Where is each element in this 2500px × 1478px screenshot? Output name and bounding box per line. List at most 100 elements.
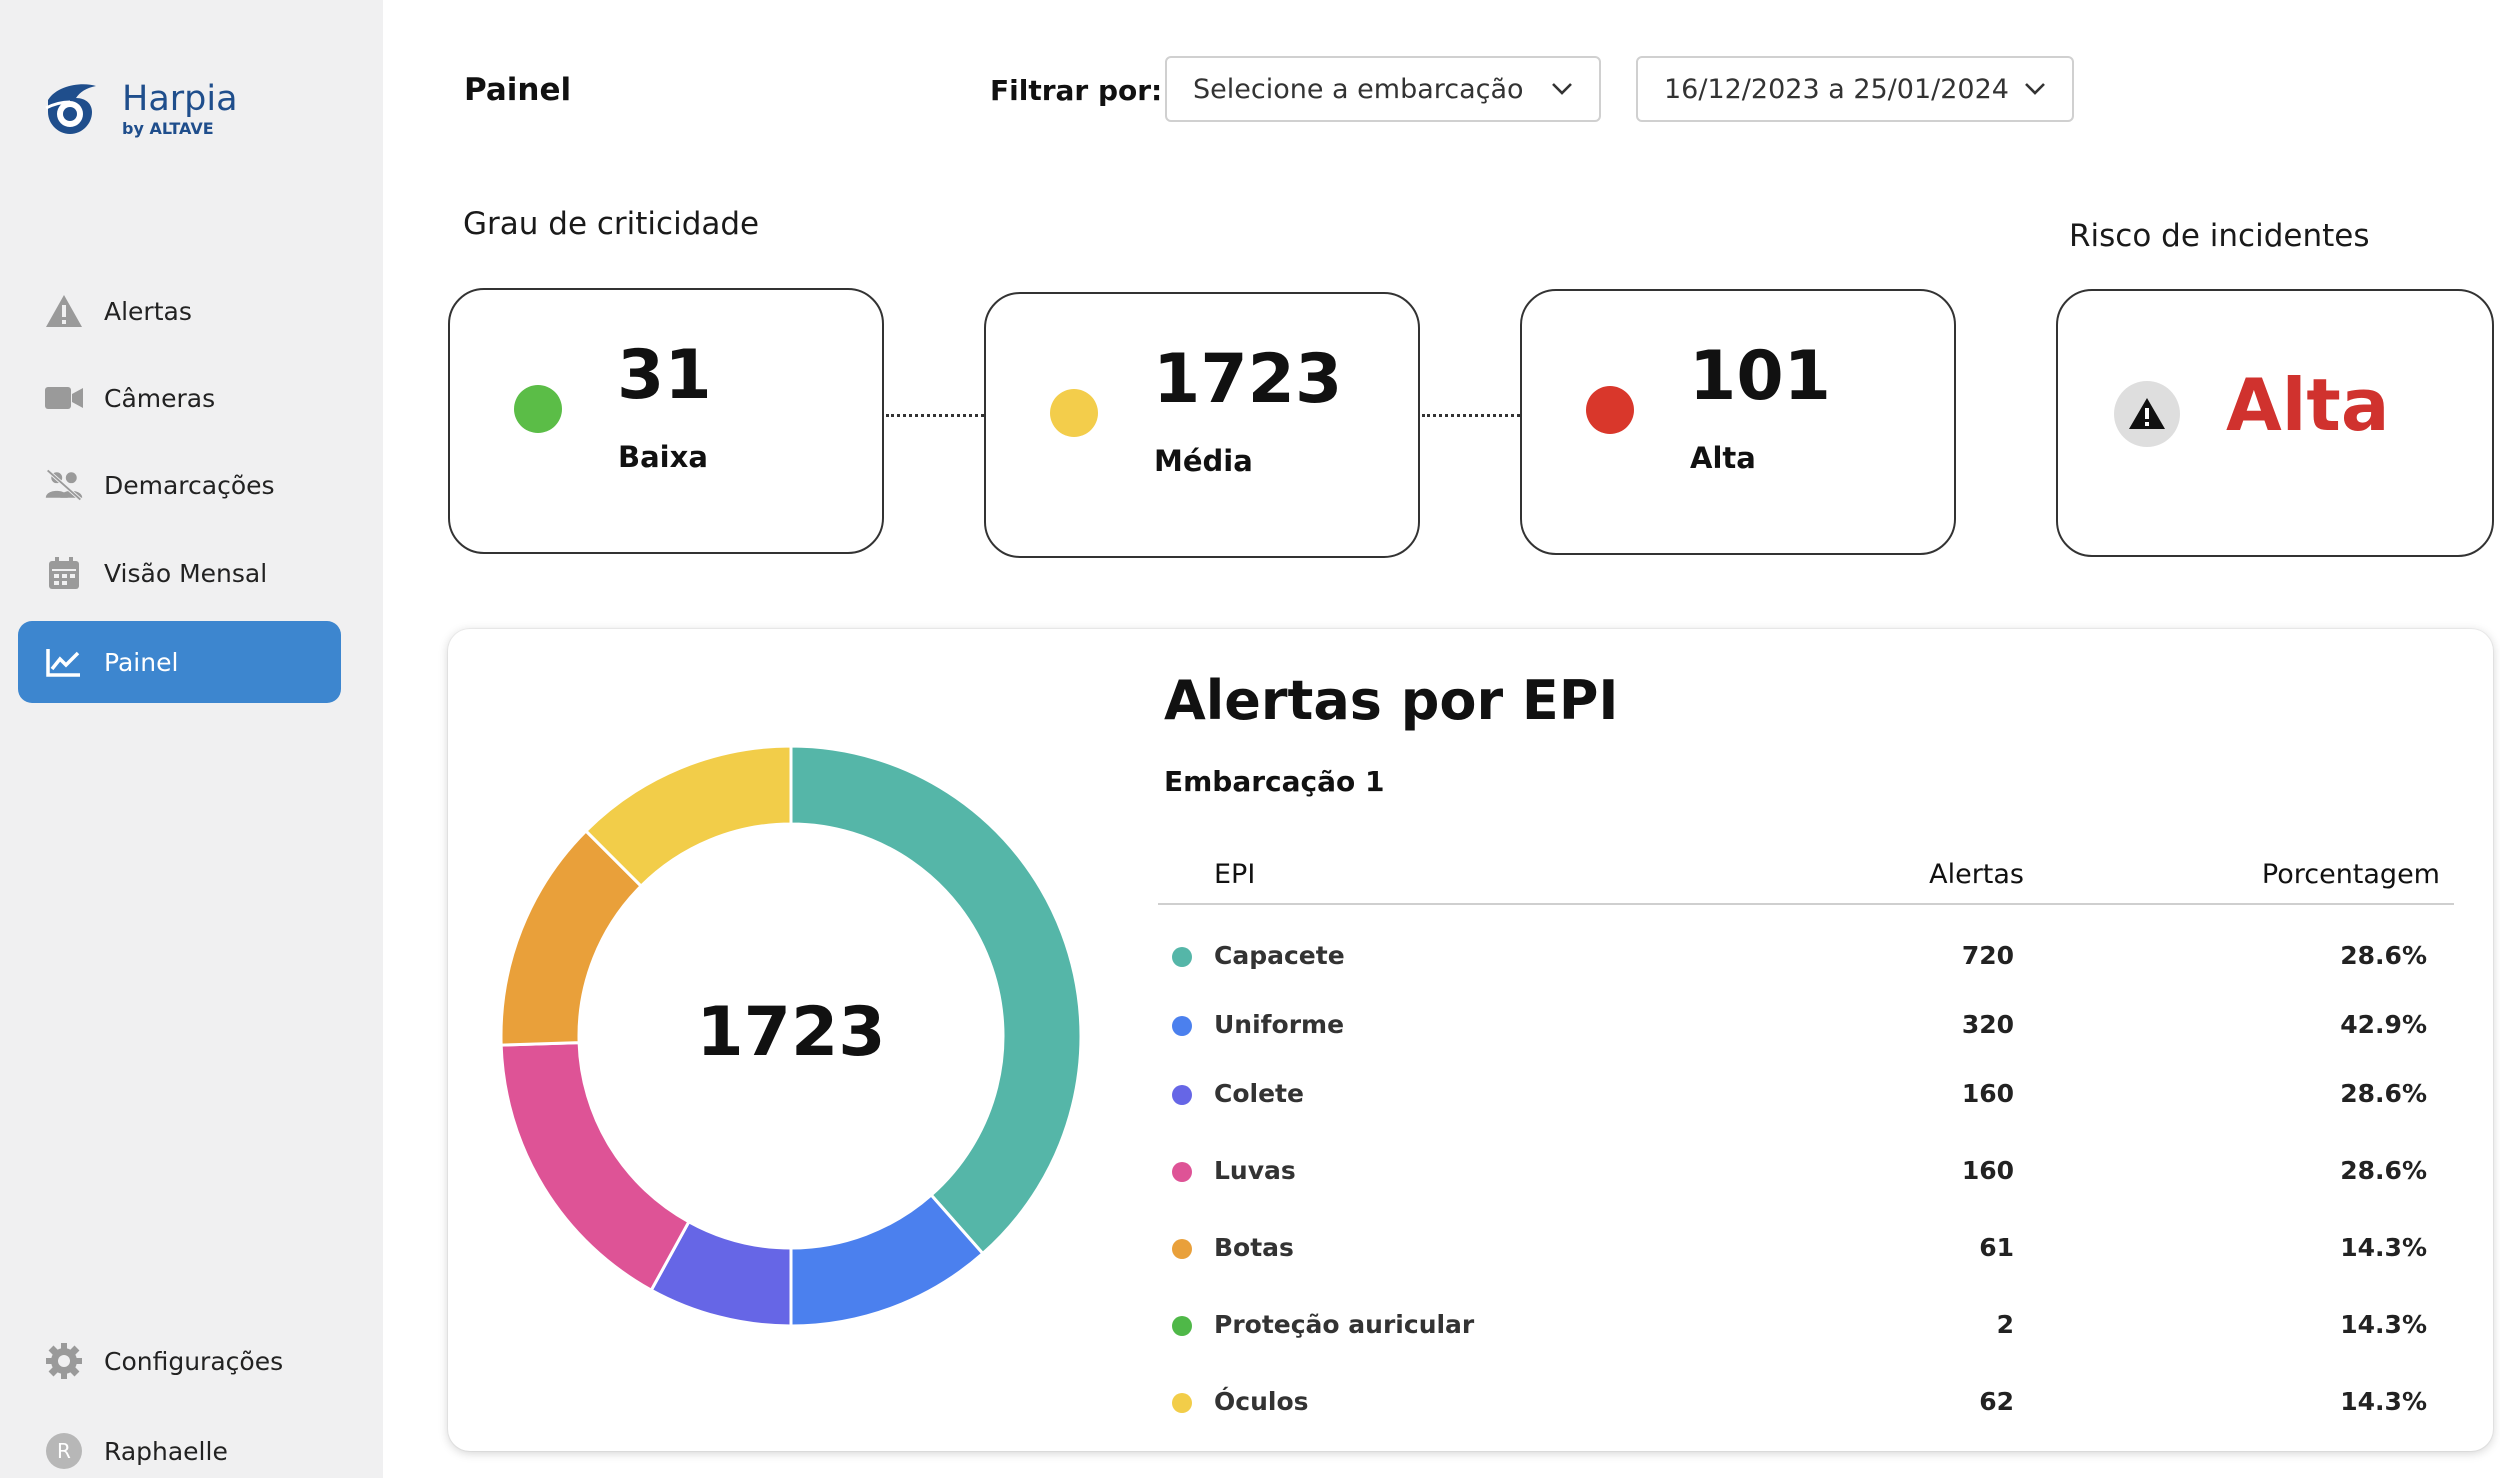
epi-count: 160 <box>1961 1079 2014 1108</box>
column-header-epi[interactable]: EPI <box>1214 859 1256 890</box>
epi-percent: 14.3% <box>2340 1310 2427 1339</box>
table-row[interactable]: Óculos 62 14.3% <box>1158 1378 2454 1428</box>
epi-percent: 42.9% <box>2340 1010 2427 1039</box>
epi-donut-chart <box>500 745 1082 1327</box>
epi-percent: 14.3% <box>2340 1387 2427 1416</box>
epi-name: Proteção auricular <box>1214 1310 1475 1339</box>
chevron-down-icon <box>2025 83 2045 95</box>
camera-icon <box>44 378 84 418</box>
epi-name: Capacete <box>1214 941 1345 970</box>
table-row[interactable]: Proteção auricular 2 14.3% <box>1158 1301 2454 1351</box>
epi-name: Colete <box>1214 1079 1304 1108</box>
criticality-title: Grau de criticidade <box>463 206 760 242</box>
sidebar-item-configuracoes[interactable]: Configurações <box>18 1320 341 1402</box>
sidebar-item-alertas[interactable]: Alertas <box>18 270 341 352</box>
epi-percent: 28.6% <box>2340 1079 2427 1108</box>
vessel-select[interactable]: Selecione a embarcação <box>1165 56 1601 122</box>
legend-dot <box>1172 1162 1192 1182</box>
criticality-label: Baixa <box>618 440 708 474</box>
criticality-value: 31 <box>617 336 712 415</box>
donut-total: 1723 <box>696 993 886 1072</box>
criticality-value: 101 <box>1689 337 1831 416</box>
epi-count: 160 <box>1961 1156 2014 1185</box>
status-dot <box>1050 389 1098 437</box>
panel-subtitle: Embarcação 1 <box>1164 765 1385 798</box>
legend-dot <box>1172 1239 1192 1259</box>
user-profile[interactable]: R Raphaelle <box>18 1410 341 1478</box>
sidebar-item-label: Câmeras <box>104 383 216 413</box>
donut-slice-capacete[interactable] <box>789 745 1082 1256</box>
date-range-select[interactable]: 16/12/2023 a 25/01/2024 <box>1636 56 2074 122</box>
sidebar-item-label: Painel <box>104 647 179 677</box>
legend-dot <box>1172 1393 1192 1413</box>
table-header: EPI Alertas Porcentagem <box>1158 845 2454 905</box>
criticality-value: 1723 <box>1153 340 1343 419</box>
epi-name: Uniforme <box>1214 1010 1345 1039</box>
epi-count: 720 <box>1961 941 2014 970</box>
legend-dot <box>1172 1316 1192 1336</box>
filter-label: Filtrar por: <box>990 74 1163 107</box>
sidebar-item-visao-mensal[interactable]: Visão Mensal <box>18 532 341 614</box>
epi-percent: 28.6% <box>2340 1156 2427 1185</box>
brand-name: Harpia <box>122 78 238 119</box>
risk-value: Alta <box>2226 363 2390 447</box>
donut-slice--culos[interactable] <box>583 745 793 889</box>
chart-line-icon <box>44 642 84 682</box>
epi-count: 2 <box>1996 1310 2014 1339</box>
criticality-card-alta[interactable]: 101 Alta <box>1520 289 1956 555</box>
epi-count: 62 <box>1979 1387 2014 1416</box>
panel-title: Alertas por EPI <box>1164 669 1619 732</box>
epi-count: 320 <box>1961 1010 2014 1039</box>
brand-sub: by ALTAVE <box>122 118 214 138</box>
chevron-down-icon <box>1552 83 1572 95</box>
table-row[interactable]: Uniforme 320 42.9% <box>1158 1001 2454 1051</box>
harpia-logo-icon <box>45 84 96 134</box>
sidebar-item-label: Alertas <box>104 296 192 326</box>
risk-title: Risco de incidentes <box>2069 218 2370 254</box>
avatar: R <box>46 1433 82 1469</box>
criticality-card-baixa[interactable]: 31 Baixa <box>448 288 884 554</box>
epi-panel: 1723 Alertas por EPI Embarcação 1 EPI Al… <box>448 629 2493 1451</box>
sidebar-item-cameras[interactable]: Câmeras <box>18 357 341 439</box>
epi-name: Óculos <box>1214 1387 1309 1416</box>
calendar-icon <box>44 553 84 593</box>
sidebar-item-label: Configurações <box>104 1346 284 1376</box>
status-dot <box>514 385 562 433</box>
sidebar-item-label: Visão Mensal <box>104 558 268 588</box>
warning-icon <box>2114 381 2180 447</box>
table-row[interactable]: Capacete 720 28.6% <box>1158 932 2454 982</box>
epi-name: Botas <box>1214 1233 1294 1262</box>
epi-percent: 14.3% <box>2340 1233 2427 1262</box>
table-row[interactable]: Colete 160 28.6% <box>1158 1070 2454 1120</box>
epi-percent: 28.6% <box>2340 941 2427 970</box>
epi-count: 61 <box>1979 1233 2014 1262</box>
gear-icon <box>44 1341 84 1381</box>
vessel-select-value: Selecione a embarcação <box>1193 73 1524 105</box>
legend-dot <box>1172 947 1192 967</box>
criticality-label: Média <box>1154 444 1253 478</box>
epi-name: Luvas <box>1214 1156 1296 1185</box>
legend-dot <box>1172 1085 1192 1105</box>
table-row[interactable]: Luvas 160 28.6% <box>1158 1147 2454 1197</box>
sidebar: Harpia by ALTAVE Alertas Câmeras Demarca… <box>0 0 383 1478</box>
users-off-icon <box>44 465 84 505</box>
criticality-label: Alta <box>1690 441 1756 475</box>
sidebar-item-painel[interactable]: Painel <box>18 621 341 703</box>
date-range-value: 16/12/2023 a 25/01/2024 <box>1664 73 2009 105</box>
sidebar-item-demarcacoes[interactable]: Demarcações <box>18 444 341 526</box>
connector-line <box>1422 414 1520 417</box>
status-dot <box>1586 386 1634 434</box>
warning-icon <box>44 291 84 331</box>
risk-card[interactable]: Alta <box>2056 289 2494 557</box>
column-header-alertas[interactable]: Alertas <box>1929 859 2024 890</box>
connector-line <box>886 414 984 417</box>
table-row[interactable]: Botas 61 14.3% <box>1158 1224 2454 1274</box>
brand-logo[interactable]: Harpia by ALTAVE <box>40 78 238 140</box>
sidebar-item-label: Demarcações <box>104 470 275 500</box>
page-title: Painel <box>464 72 572 108</box>
user-name: Raphaelle <box>104 1436 228 1466</box>
donut-slice-luvas[interactable] <box>500 1041 691 1293</box>
criticality-card-media[interactable]: 1723 Média <box>984 292 1420 558</box>
legend-dot <box>1172 1016 1192 1036</box>
column-header-porcentagem[interactable]: Porcentagem <box>2261 859 2440 890</box>
